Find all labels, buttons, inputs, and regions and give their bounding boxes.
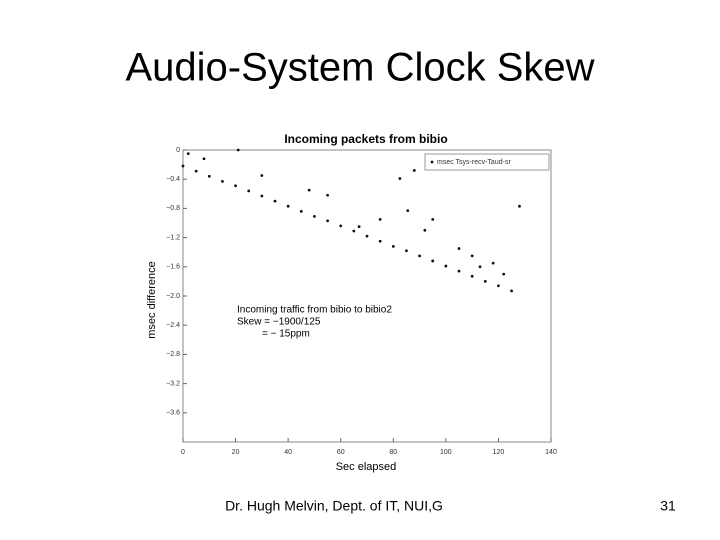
point [181,164,185,168]
point [207,174,211,178]
point [273,199,277,203]
x-tick-label: 40 [284,449,292,456]
point [260,174,264,177]
x-tick-label: 60 [337,449,345,456]
point [444,264,448,268]
point [398,177,402,180]
point [286,204,290,208]
point [510,289,513,293]
point [423,228,427,232]
point [518,204,521,208]
point [412,169,416,172]
y-tick-label: −1.6 [166,264,180,271]
point [194,169,198,173]
annotation: Incoming traffic from bibio to bibio2 [237,305,392,316]
point [326,219,329,223]
y-tick-label: −1.2 [166,234,180,241]
point [202,157,206,161]
point [260,194,264,198]
point [234,184,237,188]
x-tick-label: 140 [545,449,557,456]
point [470,274,474,278]
point [186,152,190,156]
point [326,193,329,197]
x-tick-label: 80 [389,449,397,456]
point [299,209,303,213]
point [365,234,369,238]
legend-label: msec Tsys-recv-Taud-sr [437,159,511,166]
point [352,229,356,233]
point [357,225,361,229]
x-tick-label: 120 [493,449,505,456]
y-tick-label: −3.6 [166,410,180,417]
legend-marker [430,160,434,164]
chart-title: Incoming packets from bibio [284,132,447,146]
point [247,189,251,193]
x-tick-label: 20 [232,449,240,456]
y-tick-label: −3.2 [166,380,180,387]
y-tick-label: −0.4 [166,176,180,183]
point [378,217,382,221]
x-axis-label: Sec elapsed [336,461,397,473]
x-tick-label: 100 [440,449,452,456]
point [431,259,435,263]
point [339,224,343,228]
footer: Dr. Hugh Melvin, Dept. of IT, NUI,G [225,498,443,514]
point [457,247,461,250]
point [221,179,224,183]
plot-frame [182,149,552,443]
page-number: 31 [660,498,676,514]
point [378,239,382,243]
point [236,148,240,152]
slide-title: Audio-System Clock Skew [125,46,594,90]
point [483,280,487,283]
point [478,265,482,269]
y-tick-label: −0.8 [166,205,180,212]
point [313,215,316,218]
point [497,284,500,288]
y-axis-label: msec difference [146,261,158,338]
point [491,261,495,265]
point [457,269,461,273]
y-tick-label: −2.8 [166,351,180,358]
y-tick-label: −2.0 [166,293,180,300]
point [431,217,435,221]
point [391,244,395,248]
annotation: Skew = −1900/125 [237,317,321,328]
point [405,249,408,253]
point [307,188,311,192]
x-tick-label: 0 [181,449,185,456]
point [502,272,506,276]
y-tick-label: −2.4 [166,322,180,329]
point [418,254,421,258]
annotation: = − 15ppm [262,329,310,340]
y-tick-label: 0 [176,147,180,154]
legend-box [424,153,550,171]
point [470,254,474,258]
point [406,209,410,212]
